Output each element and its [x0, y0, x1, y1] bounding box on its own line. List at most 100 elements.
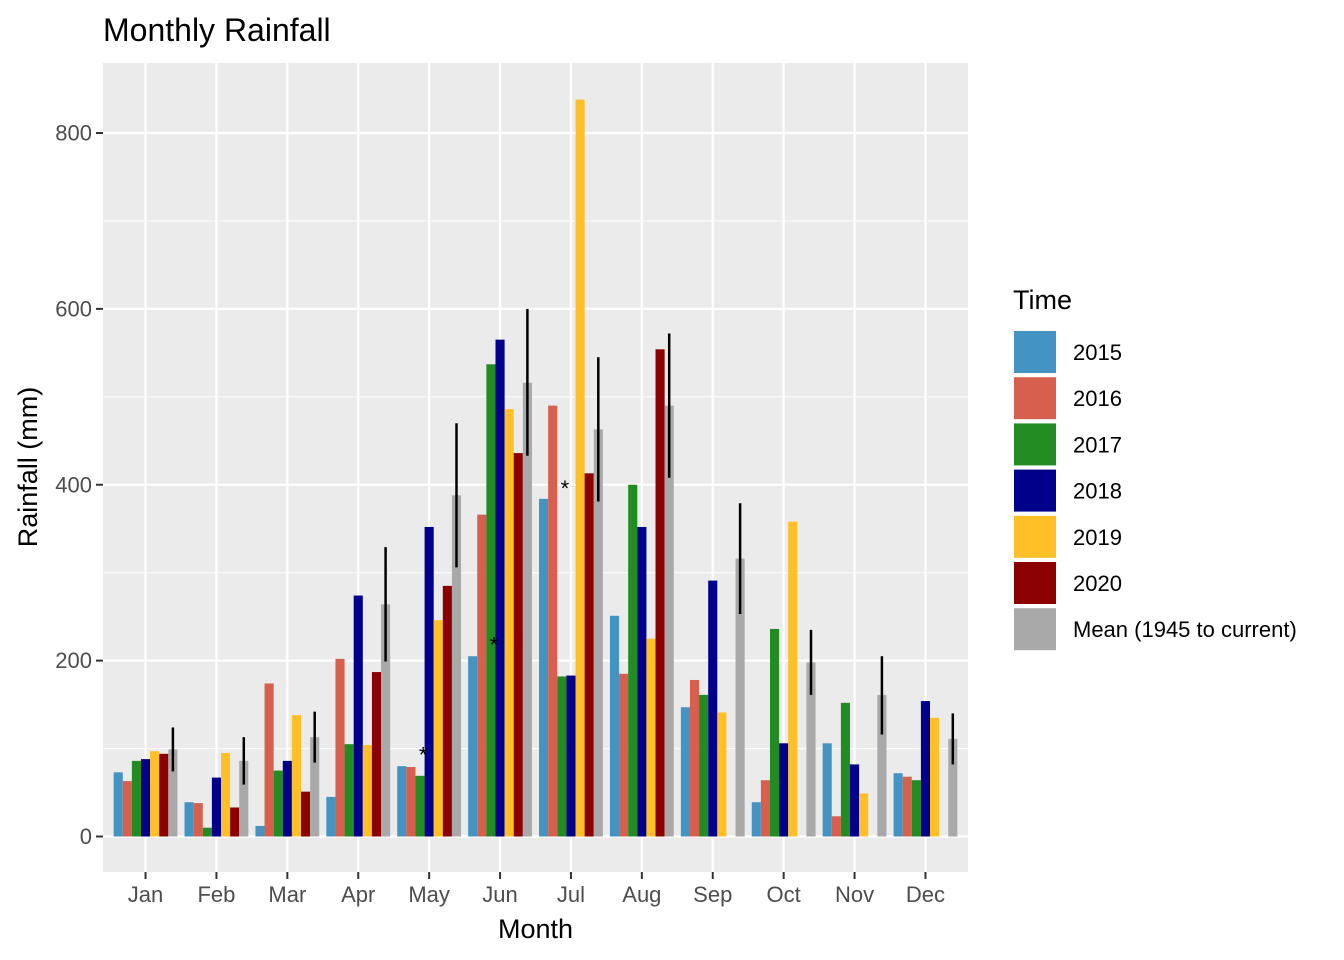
bar-jun-7	[522, 382, 532, 837]
legend: Time 2015 2016 2017 2018 2019 2020 Mean (1945 …	[1012, 285, 1297, 653]
x-tick-label-dec: Dec	[906, 882, 945, 907]
bar-nov-1	[822, 743, 832, 837]
legend-label-7: Mean (1945 to current)	[1073, 617, 1297, 642]
bar-dec-4	[920, 701, 931, 837]
x-tick-label-oct: Oct	[767, 882, 801, 907]
bar-oct-2	[760, 780, 770, 837]
x-axis-title: Month	[498, 914, 573, 944]
bar-sep-4	[708, 580, 718, 837]
bar-jul-5	[575, 99, 585, 837]
bar-jan-2	[122, 781, 132, 837]
bar-may-1	[397, 766, 407, 837]
x-tick-label-aug: Aug	[622, 882, 661, 907]
bar-oct-1	[751, 802, 761, 837]
bar-sep-1	[680, 707, 690, 837]
x-tick-label-nov: Nov	[835, 882, 874, 907]
bar-may-7	[451, 495, 462, 837]
bar-jul-7	[593, 429, 603, 837]
bar-dec-1	[893, 773, 903, 837]
bar-apr-4	[353, 595, 363, 837]
plot-panel	[103, 63, 968, 872]
legend-key-3	[1012, 421, 1058, 468]
legend-label-5: 2019	[1073, 525, 1122, 550]
legend-label-1: 2015	[1073, 340, 1122, 365]
bar-nov-5	[859, 793, 869, 837]
y-tick-label: 800	[55, 121, 92, 146]
bar-nov-7	[877, 694, 887, 837]
y-axis-title: Rainfall (mm)	[13, 387, 43, 548]
bar-jun-2	[477, 514, 487, 837]
legend-title: Time	[1013, 285, 1072, 315]
bar-jul-3	[557, 676, 567, 837]
legend-key-5	[1012, 513, 1058, 560]
bar-jun-6	[513, 453, 523, 837]
legend-key-7	[1012, 606, 1058, 653]
bar-apr-3	[344, 744, 354, 837]
x-tick-label-may: May	[408, 882, 450, 907]
bar-mar-4	[282, 760, 292, 837]
bar-feb-4	[211, 777, 222, 837]
bar-feb-1	[184, 802, 194, 837]
bar-apr-7	[381, 604, 391, 837]
bar-feb-6	[230, 807, 240, 837]
bar-oct-3	[769, 628, 780, 837]
bar-aug-6	[655, 349, 665, 837]
bar-jan-4	[140, 759, 151, 837]
bar-nov-2	[831, 816, 841, 837]
legend-key-1	[1012, 329, 1058, 375]
bar-apr-1	[326, 796, 336, 837]
bar-may-3	[415, 775, 425, 837]
bar-sep-7	[735, 558, 745, 837]
bar-dec-5	[930, 717, 940, 837]
bar-nov-4	[849, 764, 860, 837]
x-tick-label-mar: Mar	[268, 882, 306, 907]
bar-jul-2	[548, 405, 558, 837]
bar-oct-5	[788, 521, 798, 837]
y-tick-label: 400	[55, 472, 92, 497]
bar-sep-5	[717, 712, 727, 837]
bar-sep-2	[689, 679, 700, 837]
bar-mar-2	[264, 683, 274, 837]
bar-aug-1	[609, 615, 620, 837]
bar-jan-7	[168, 749, 178, 837]
bar-mar-1	[255, 825, 265, 837]
bar-apr-5	[362, 745, 372, 837]
legend-key-6	[1012, 560, 1058, 606]
bar-apr-2	[335, 658, 345, 837]
bar-jun-3	[486, 364, 496, 837]
bar-mar-7	[310, 737, 320, 837]
bar-aug-3	[628, 484, 638, 837]
x-tick-label-sep: Sep	[693, 882, 732, 907]
bar-feb-2	[193, 803, 203, 837]
bar-jul-6	[584, 473, 594, 837]
legend-label-4: 2018	[1073, 479, 1122, 504]
bar-mar-3	[273, 770, 283, 837]
bar-sep-3	[699, 694, 709, 837]
error-bars-layer	[171, 308, 955, 785]
bars-layer	[113, 99, 958, 837]
y-axis: 0 200 400 600 800	[55, 121, 103, 849]
bar-feb-3	[202, 827, 212, 837]
y-tick-label: 600	[55, 296, 92, 321]
bar-jul-1	[539, 498, 549, 837]
bar-jun-4	[495, 339, 505, 837]
bar-jan-5	[150, 751, 160, 837]
legend-key-4	[1012, 467, 1058, 514]
bar-mar-6	[301, 791, 311, 837]
x-tick-label-jul: Jul	[557, 882, 585, 907]
bar-mar-5	[291, 715, 302, 837]
bar-jul-4	[566, 675, 576, 837]
bar-jan-1	[113, 772, 123, 837]
chart-title: Monthly Rainfall	[103, 12, 331, 48]
bar-aug-5	[646, 638, 656, 837]
x-axis: Jan Feb Mar Apr May Jun Jul Aug Sep Oct Nov Dec	[128, 872, 945, 907]
bar-may-4	[424, 526, 434, 837]
bar-dec-7	[948, 738, 958, 837]
y-tick-label: 0	[80, 824, 92, 849]
bar-apr-6	[371, 672, 382, 837]
bar-aug-2	[619, 673, 629, 837]
y-tick-label: 200	[55, 648, 92, 673]
bar-aug-4	[637, 526, 647, 837]
bar-dec-3	[911, 780, 921, 837]
